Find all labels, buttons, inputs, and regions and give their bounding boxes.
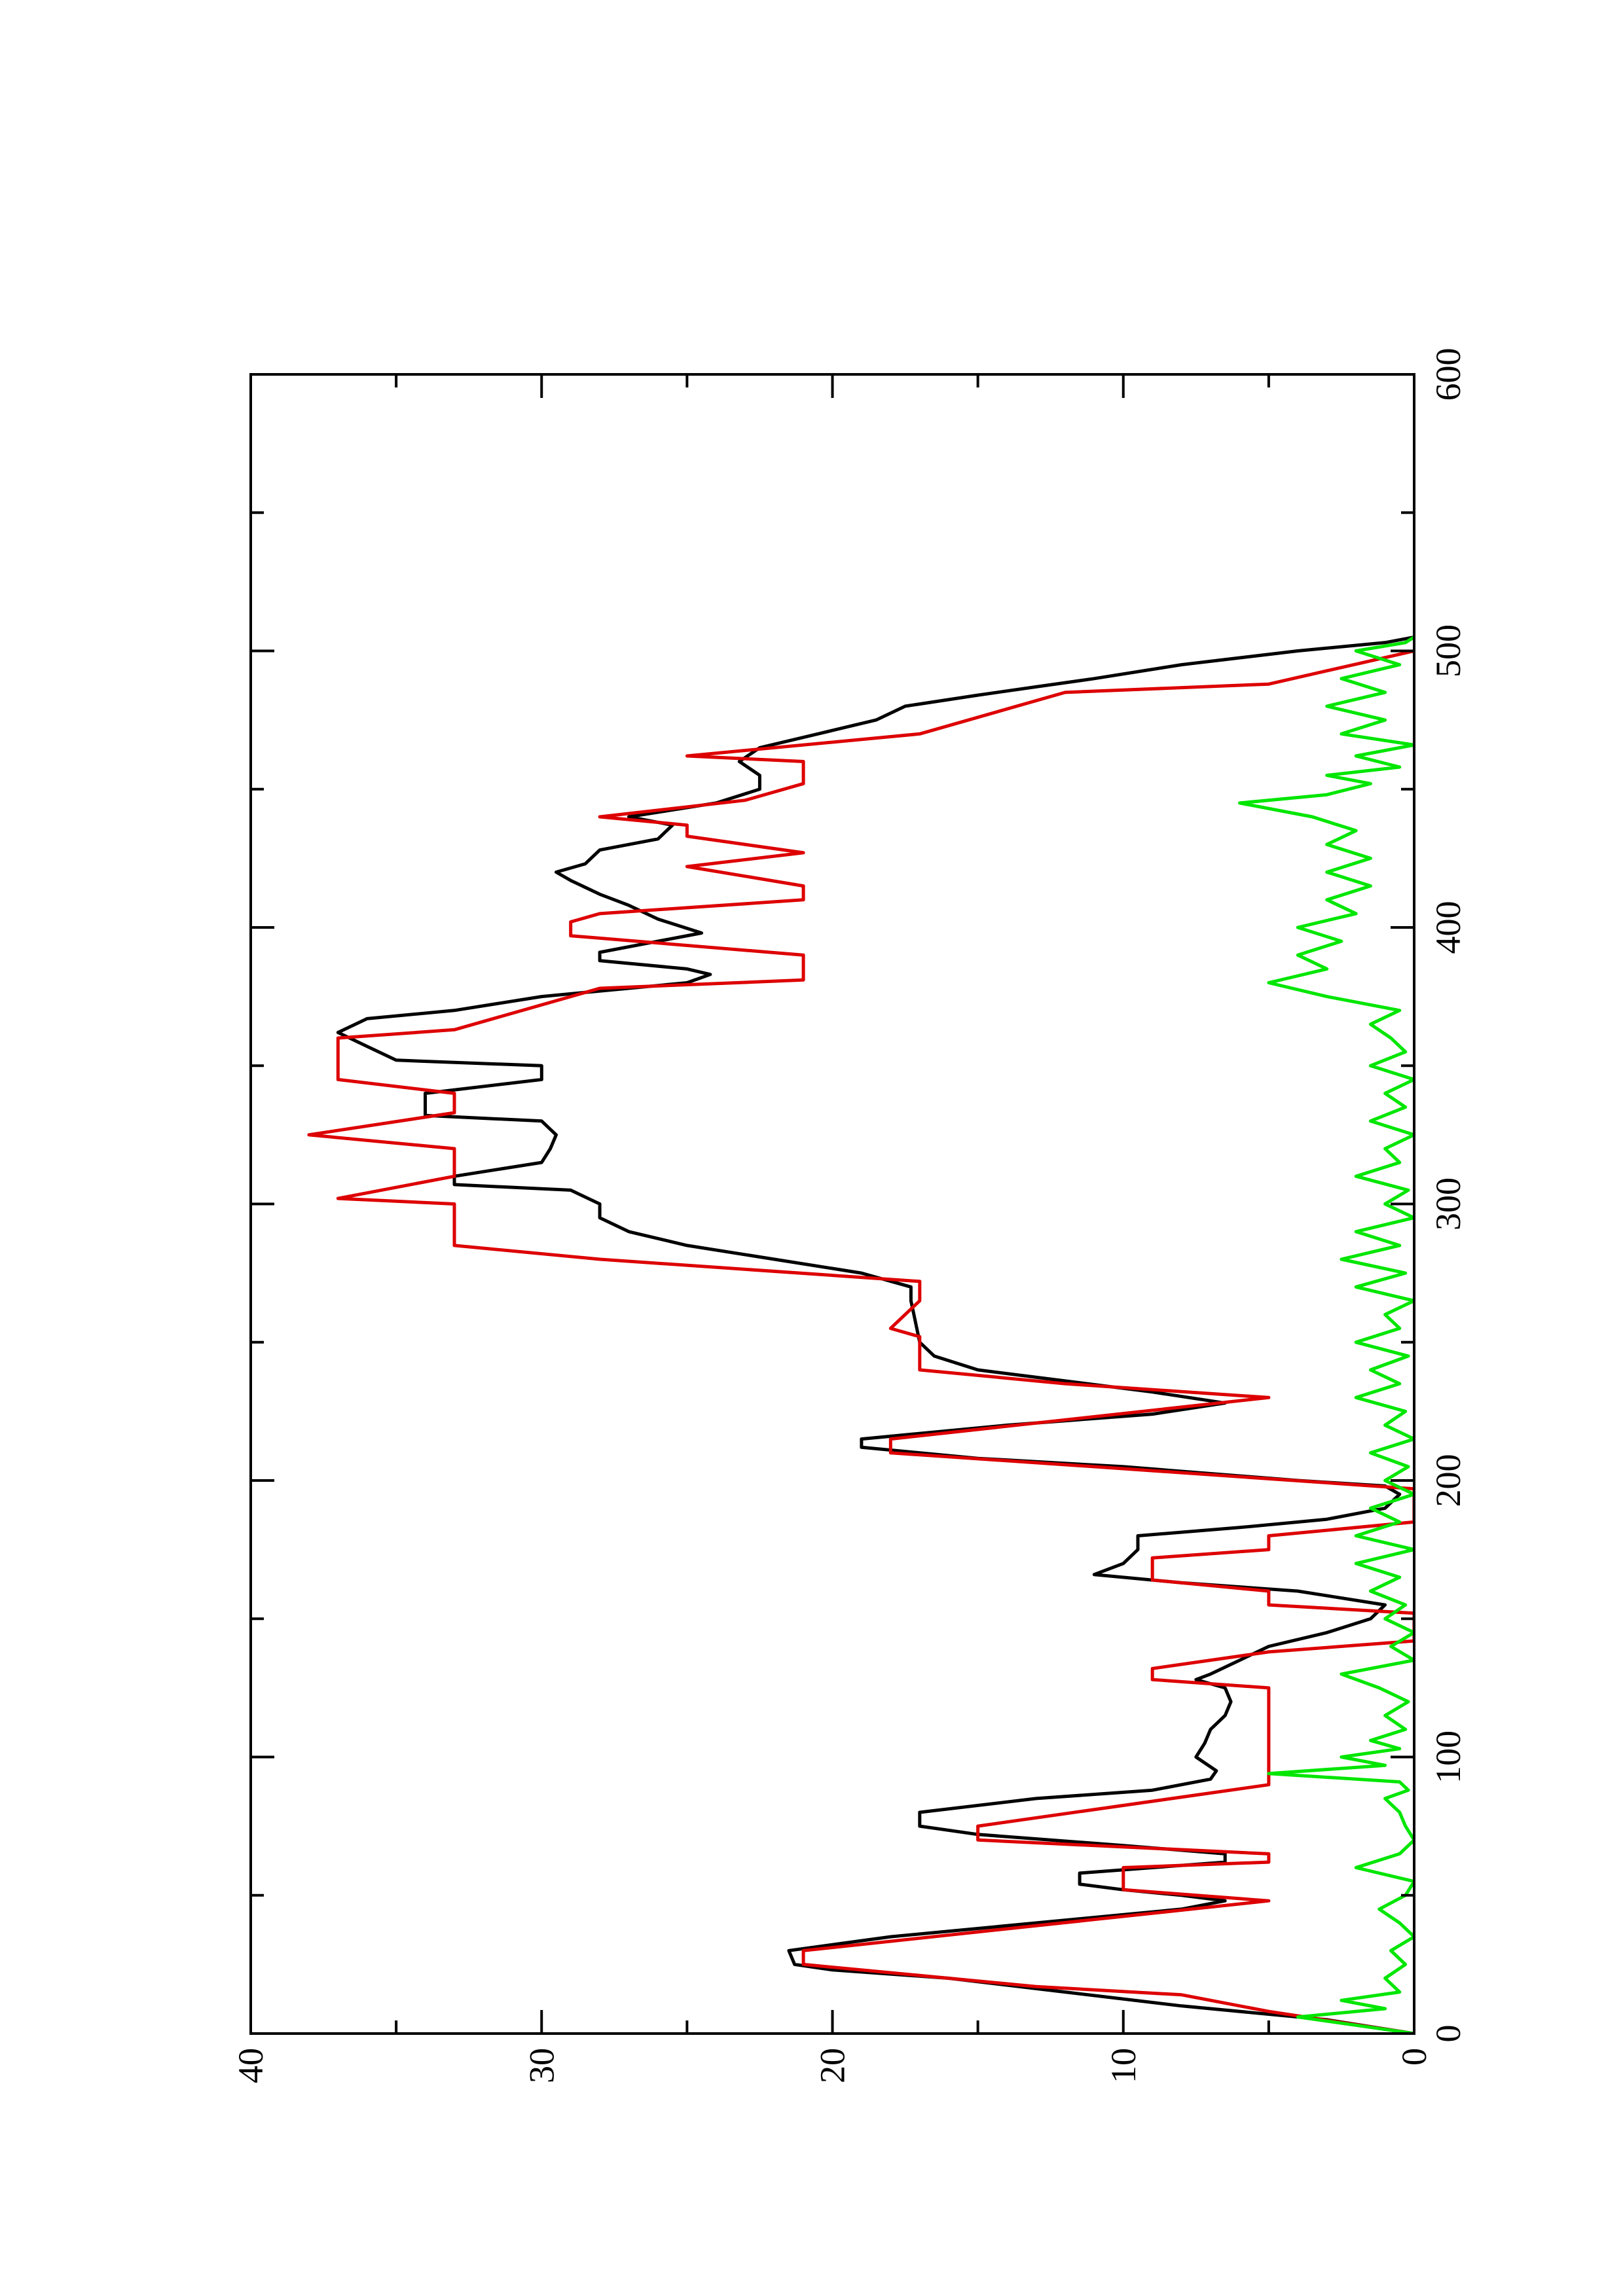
series-line-1 (336, 635, 1414, 2034)
x-tick-label: 200 (1429, 1454, 1468, 1507)
x-tick-label: 0 (1429, 2025, 1468, 2043)
y-tick-label: 20 (813, 2048, 852, 2083)
x-tick-label: 600 (1429, 348, 1468, 401)
y-tick-label: 10 (1104, 2048, 1143, 2083)
x-tick-label: 500 (1429, 624, 1468, 677)
y-tick-label: 30 (522, 2048, 561, 2083)
series-line-3 (1238, 636, 1414, 2034)
y-tick-label: 0 (1395, 2048, 1434, 2066)
axis-tick-labels: 0 100 200 300 400 500 600 0 10 20 30 40 (231, 348, 1468, 2084)
x-tick-label: 100 (1429, 1731, 1468, 1784)
y-tick-label: 40 (231, 2048, 270, 2083)
axis-ticks (249, 373, 1415, 2035)
series-line-2 (307, 649, 1414, 2034)
x-tick-label: 300 (1429, 1177, 1468, 1230)
x-tick-label: 400 (1429, 901, 1468, 954)
plot-area (307, 635, 1414, 2034)
